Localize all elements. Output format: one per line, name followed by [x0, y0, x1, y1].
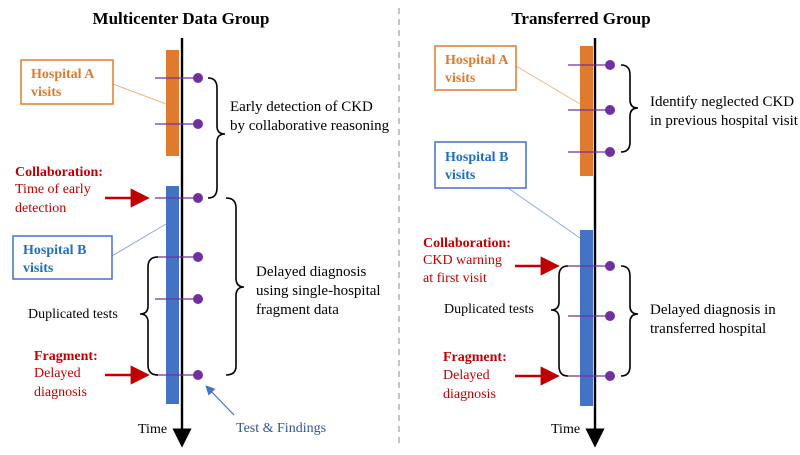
- test-point: [193, 294, 203, 304]
- right-delayed-brace: [620, 265, 639, 377]
- test-point: [193, 73, 203, 83]
- left-hospital-a-box: [20, 59, 114, 105]
- left-fragment-text: diagnosis: [34, 385, 87, 400]
- right-fragment-text: diagnosis: [443, 387, 496, 402]
- left-hospital-a-label: visits: [31, 85, 62, 100]
- test-point: [193, 252, 203, 262]
- right-panel-title: Transferred Group: [511, 9, 650, 28]
- test-point: [605, 261, 615, 271]
- test-findings-pointer: [205, 385, 235, 416]
- test-point: [605, 371, 615, 381]
- test-point: [193, 193, 203, 203]
- left-fragment-text: Delayed: [34, 366, 81, 381]
- left-delayed-brace: [225, 197, 245, 376]
- left-fragment-heading: Fragment:: [34, 349, 98, 364]
- right-identify-brace: [620, 64, 639, 153]
- left-hospital-b-label: Hospital B: [23, 243, 86, 258]
- left-hospital-b-label: visits: [23, 261, 54, 276]
- left-early-detection-text: Early detection of CKD: [230, 99, 373, 115]
- left-hospital-a-connector: [112, 83, 167, 105]
- left-delayed-diagnosis-text: fragment data: [256, 302, 339, 318]
- left-panel: Multicenter Data Group Time Hospital A v…: [12, 9, 390, 448]
- right-hospital-b-box: [434, 141, 527, 189]
- test-point: [605, 147, 615, 157]
- right-hospital-a-label: visits: [445, 71, 476, 86]
- left-duplicated-tests: Duplicated tests: [28, 307, 118, 322]
- left-hospital-b-bar: [166, 186, 179, 404]
- right-hospital-a-box: [434, 45, 517, 91]
- right-hospital-a-label: Hospital A: [445, 53, 509, 68]
- left-hospital-a-bar: [166, 50, 179, 156]
- left-early-detection-brace: [207, 77, 226, 199]
- left-delayed-diagnosis-text: Delayed diagnosis: [256, 264, 367, 280]
- right-duplicated-brace: [550, 265, 569, 377]
- right-collaboration-text: CKD warning: [423, 253, 502, 268]
- left-hospital-a-label: Hospital A: [31, 67, 95, 82]
- right-collaboration-heading: Collaboration:: [423, 236, 511, 251]
- right-hospital-b-label: Hospital B: [445, 150, 508, 165]
- left-time-label: Time: [138, 422, 167, 437]
- right-identify-text: Identify neglected CKD: [650, 94, 794, 110]
- right-hospital-b-bar: [580, 230, 593, 406]
- left-collaboration-text: Time of early: [15, 182, 91, 197]
- test-point: [605, 105, 615, 115]
- right-time-label: Time: [551, 422, 580, 437]
- right-test-points: [568, 60, 615, 381]
- right-delayed-text: transferred hospital: [650, 321, 766, 337]
- left-collaboration-text: detection: [15, 201, 66, 216]
- left-delayed-diagnosis-text: using single-hospital: [256, 283, 381, 299]
- right-hospital-a-bar: [580, 46, 593, 176]
- left-hospital-b-box: [12, 235, 113, 280]
- left-panel-title: Multicenter Data Group: [93, 9, 270, 28]
- right-hospital-a-connector: [515, 65, 581, 105]
- left-early-detection-text: by collaborative reasoning: [230, 118, 390, 134]
- test-findings-label: Test & Findings: [236, 421, 326, 436]
- test-point: [605, 311, 615, 321]
- test-point: [605, 60, 615, 70]
- test-point: [193, 370, 203, 380]
- right-delayed-text: Delayed diagnosis in: [650, 302, 776, 318]
- test-point: [193, 119, 203, 129]
- right-duplicated-tests: Duplicated tests: [444, 302, 534, 317]
- left-duplicated-brace: [139, 256, 159, 376]
- right-fragment-heading: Fragment:: [443, 350, 507, 365]
- right-panel: Transferred Group Time Hospital A visits: [423, 9, 799, 448]
- left-collaboration-heading: Collaboration:: [15, 165, 103, 180]
- right-fragment-text: Delayed: [443, 368, 490, 383]
- right-collaboration-text: at first visit: [423, 271, 487, 286]
- left-test-points: [155, 73, 203, 380]
- right-hospital-b-connector: [507, 187, 581, 239]
- right-hospital-b-label: visits: [445, 168, 476, 183]
- right-identify-text: in previous hospital visit: [650, 113, 799, 129]
- left-hospital-b-connector: [111, 223, 167, 257]
